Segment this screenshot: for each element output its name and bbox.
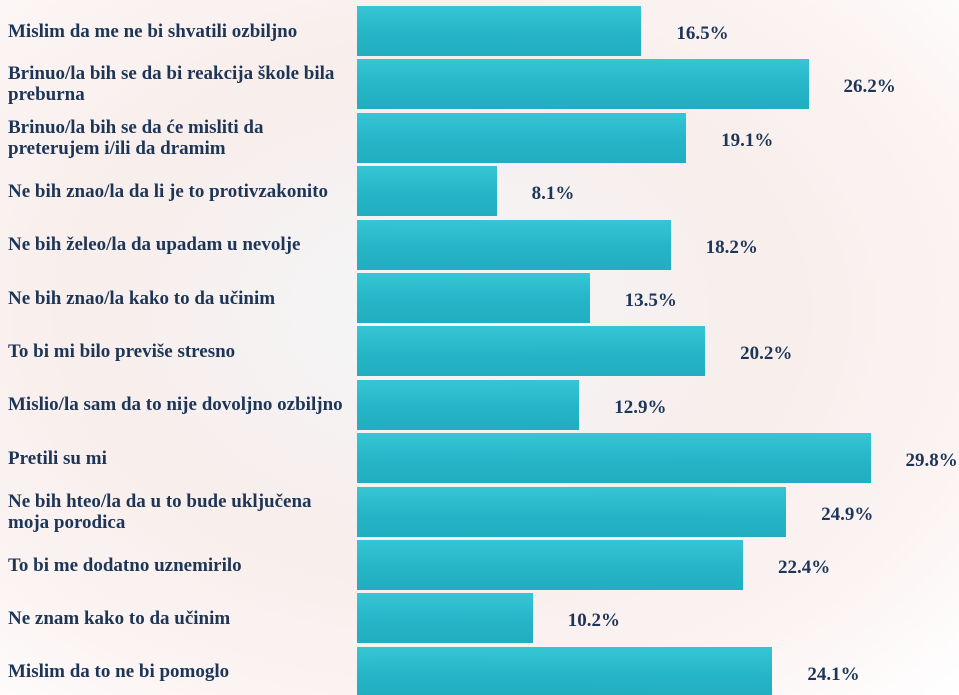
bar xyxy=(357,273,590,323)
category-label: Ne bih želeo/la da upadam u nevolje xyxy=(8,234,301,256)
bar xyxy=(357,166,497,217)
category-label: Mislim da me ne bi shvatili ozbiljno xyxy=(8,20,298,42)
bar xyxy=(357,433,871,484)
value-label: 29.8% xyxy=(905,450,958,472)
value-label: 18.2% xyxy=(705,236,758,258)
category-label: Pretili su mi xyxy=(8,447,107,469)
bar xyxy=(357,379,580,430)
value-label: 13.5% xyxy=(624,290,677,311)
category-label: Ne bih znao/la kako to da učinim xyxy=(8,287,276,309)
value-label: 24.1% xyxy=(807,663,860,685)
category-label: Ne bih znao/la da li je to protivzakonit… xyxy=(8,180,329,202)
bar xyxy=(357,59,809,110)
bar xyxy=(357,112,687,163)
category-label: Mislim da to ne bi pomoglo xyxy=(8,661,230,683)
value-label: 12.9% xyxy=(614,396,667,418)
value-label: 16.5% xyxy=(676,23,729,44)
bar xyxy=(357,219,671,270)
bar xyxy=(357,486,787,537)
category-label: Ne bih hteo/la da u to bude uključena mo… xyxy=(8,490,312,533)
category-label: To bi mi bilo previše stresno xyxy=(8,340,236,362)
value-label: 26.2% xyxy=(843,76,896,98)
category-label: Mislio/la sam da to nije dovoljno ozbilj… xyxy=(8,394,343,416)
value-label: 20.2% xyxy=(740,343,793,365)
value-label: 10.2% xyxy=(567,610,621,632)
value-label: 22.4% xyxy=(778,557,831,578)
bar xyxy=(357,540,744,590)
category-label: Brinuo/la bih se da će misliti da preter… xyxy=(8,116,264,159)
category-label: To bi me dodatno uznemirilo xyxy=(8,554,242,576)
value-label: 24.9% xyxy=(821,503,874,525)
value-label: 19.1% xyxy=(721,129,774,151)
bar xyxy=(357,6,642,56)
category-label: Brinuo/la bih se da bi reakcija škole bi… xyxy=(8,63,335,106)
bar xyxy=(357,326,706,377)
bar xyxy=(357,646,773,695)
bar xyxy=(357,593,533,644)
value-label: 8.1% xyxy=(531,183,575,205)
category-label: Ne znam kako to da učinim xyxy=(8,607,231,629)
